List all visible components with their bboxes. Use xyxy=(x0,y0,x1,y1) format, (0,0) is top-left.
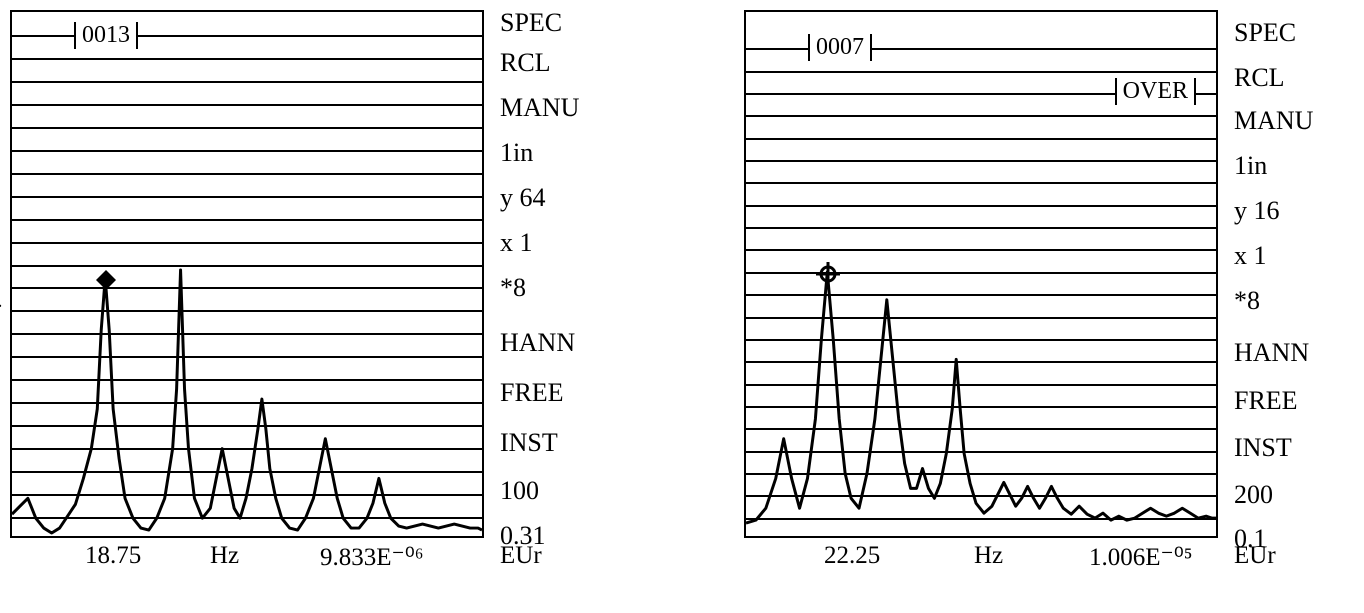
right-label-9: INST xyxy=(1234,435,1292,461)
left-label-7: HANN xyxy=(500,330,575,356)
left-chart: 0013 xyxy=(10,10,484,538)
right-label-0: SPEC xyxy=(1234,20,1296,46)
right-amp-unit: EUr xyxy=(1234,542,1276,570)
left-amp-unit: EUr xyxy=(500,542,542,570)
right-label-4: y 16 xyxy=(1234,198,1280,224)
left-label-10: 100 xyxy=(500,478,539,504)
left-label-3: 1in xyxy=(500,140,533,166)
right-label-2: MANU xyxy=(1234,108,1313,134)
right-label-5: x 1 xyxy=(1234,243,1267,269)
left-label-6: *8 xyxy=(500,275,526,301)
right-label-1: RCL xyxy=(1234,65,1285,91)
left-amp-value: 9.833E⁻⁰⁶ xyxy=(320,542,423,572)
right-freq-unit: Hz xyxy=(974,542,1003,570)
right-label-6: *8 xyxy=(1234,288,1260,314)
stray-mark: \. xyxy=(0,290,3,313)
right-freq-value: 22.25 xyxy=(824,542,880,570)
right-right-labels: SPECRCLMANU1iny 16x 1*8HANNFREEINST2000.… xyxy=(1218,10,1348,538)
left-cursor-marker xyxy=(94,268,118,292)
right-cursor-marker xyxy=(816,262,840,286)
right-label-7: HANN xyxy=(1234,340,1309,366)
over-badge: OVER xyxy=(1115,78,1196,105)
right-label-10: 200 xyxy=(1234,482,1273,508)
left-bottom-row: 18.75 Hz 9.833E⁻⁰⁶ EUr xyxy=(10,538,634,574)
right-amp-value: 1.006E⁻⁰⁵ xyxy=(1089,542,1192,572)
right-label-3: 1in xyxy=(1234,153,1267,179)
left-label-0: SPEC xyxy=(500,10,562,36)
left-label-4: y 64 xyxy=(500,185,546,211)
left-label-2: MANU xyxy=(500,95,579,121)
right-panel: 0007 OVER SPEC RCL MANU 1in y 16 x 1 *8 HANN FREE… xyxy=(744,10,1364,603)
left-freq-value: 18.75 xyxy=(85,542,141,570)
left-right-labels: SPECRCLMANU1iny 64x 1*8HANNFREEINST1000.… xyxy=(484,10,614,538)
right-label-8: FREE xyxy=(1234,388,1298,414)
left-label-8: FREE xyxy=(500,380,564,406)
left-label-9: INST xyxy=(500,430,558,456)
right-id-badge: 0007 xyxy=(808,34,872,61)
left-label-1: RCL xyxy=(500,50,551,76)
right-bottom-row: 22.25 Hz 1.006E⁻⁰⁵ EUr xyxy=(744,538,1364,574)
right-chart: 0007 OVER xyxy=(744,10,1218,538)
left-panel: 0013 SPEC RCL MANU 1in y 64 x 1 *8 HANN FREE INST… xyxy=(10,10,634,603)
left-label-5: x 1 xyxy=(500,230,533,256)
left-id-badge: 0013 xyxy=(74,22,138,49)
left-freq-unit: Hz xyxy=(210,542,239,570)
